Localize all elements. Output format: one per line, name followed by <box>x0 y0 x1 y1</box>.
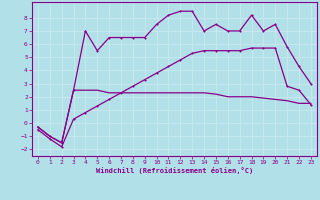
X-axis label: Windchill (Refroidissement éolien,°C): Windchill (Refroidissement éolien,°C) <box>96 167 253 174</box>
